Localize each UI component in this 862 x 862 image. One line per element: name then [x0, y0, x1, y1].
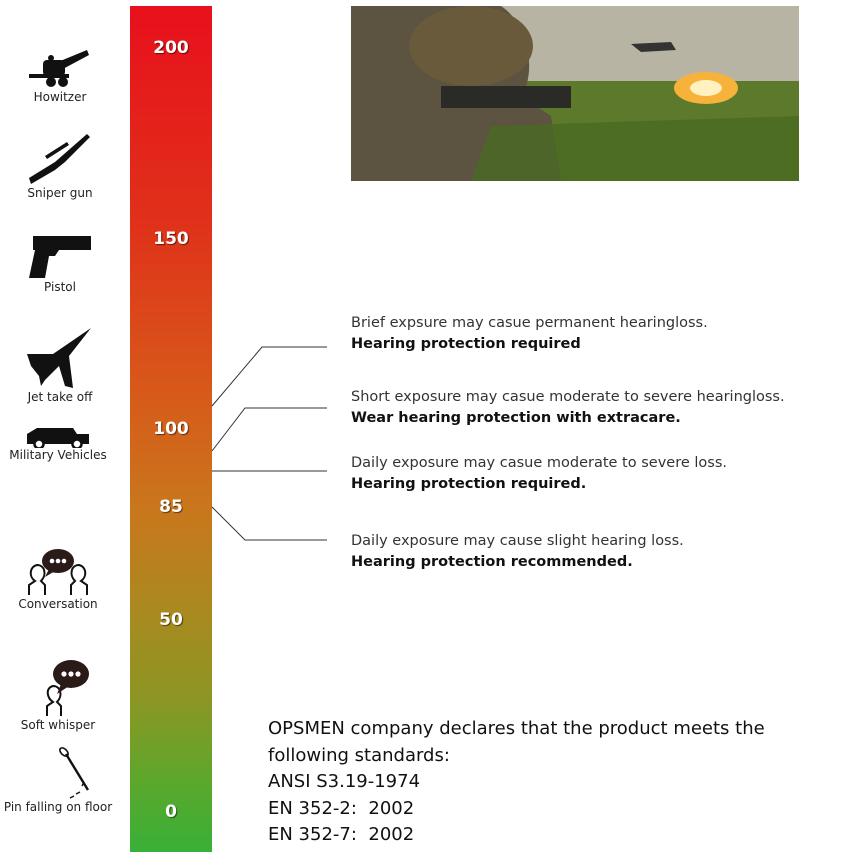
- source-label: Pistol: [44, 280, 76, 294]
- pin-icon: [59, 747, 90, 799]
- pistol-icon: [29, 236, 91, 278]
- source-military-vehicles: Military Vehicles: [0, 424, 118, 462]
- declaration-line: following standards:: [268, 744, 450, 766]
- standards-declaration: OPSMEN company declares that the product…: [268, 716, 765, 849]
- source-label: Soft whisper: [20, 718, 96, 732]
- source-jet: Jet take off: [0, 326, 120, 404]
- note-slight-loss: Daily exposure may cause slight hearing …: [351, 533, 684, 570]
- sniper-rifle-icon: [29, 134, 90, 184]
- leader-line-2: [211, 407, 327, 452]
- standard-ansi: ANSI S3.19-1974: [268, 771, 421, 792]
- tick-150: 150: [153, 229, 189, 249]
- source-pistol: Pistol: [0, 234, 120, 294]
- source-label: Howitzer: [33, 90, 87, 104]
- soldier-battlefield-photo: [351, 6, 799, 181]
- source-pin-falling: Pin falling on floor: [0, 746, 122, 814]
- note-permanent-loss: Brief expsure may casue permanent hearin…: [351, 315, 708, 352]
- tick-100: 100: [153, 419, 189, 439]
- source-soft-whisper: Soft whisper: [0, 656, 118, 732]
- standard-en352-2: EN 352-2: 2002: [268, 797, 415, 819]
- tick-0: 0: [165, 802, 177, 822]
- decibel-scale-bar: [130, 6, 212, 852]
- military-vehicle-icon: [27, 428, 89, 448]
- declaration-line: OPSMEN company declares that the product…: [268, 718, 765, 739]
- source-sniper-gun: Sniper gun: [0, 130, 120, 200]
- source-label: Pin falling on floor: [3, 800, 113, 814]
- note-moderate-severe-daily: Daily exposure may casue moderate to sev…: [351, 455, 727, 492]
- source-label: Conversation: [18, 597, 98, 611]
- source-label: Sniper gun: [27, 186, 93, 200]
- note-moderate-severe-short: Short exposure may casue moderate to sev…: [351, 389, 785, 426]
- tick-50: 50: [159, 610, 183, 630]
- leader-line-4: [211, 506, 327, 541]
- conversation-icon: [28, 549, 88, 595]
- tick-85: 85: [159, 497, 183, 517]
- source-label: Military Vehicles: [9, 448, 107, 462]
- tick-200: 200: [153, 38, 189, 58]
- source-conversation: Conversation: [0, 547, 118, 611]
- leader-line-1: [211, 346, 327, 407]
- source-howitzer: Howitzer: [0, 46, 120, 104]
- whisper-icon: [46, 660, 89, 716]
- standard-en352-7: EN 352-7: 2002: [268, 824, 415, 845]
- jet-icon: [27, 328, 91, 388]
- howitzer-icon: [29, 50, 89, 87]
- source-label: Jet take off: [27, 390, 93, 404]
